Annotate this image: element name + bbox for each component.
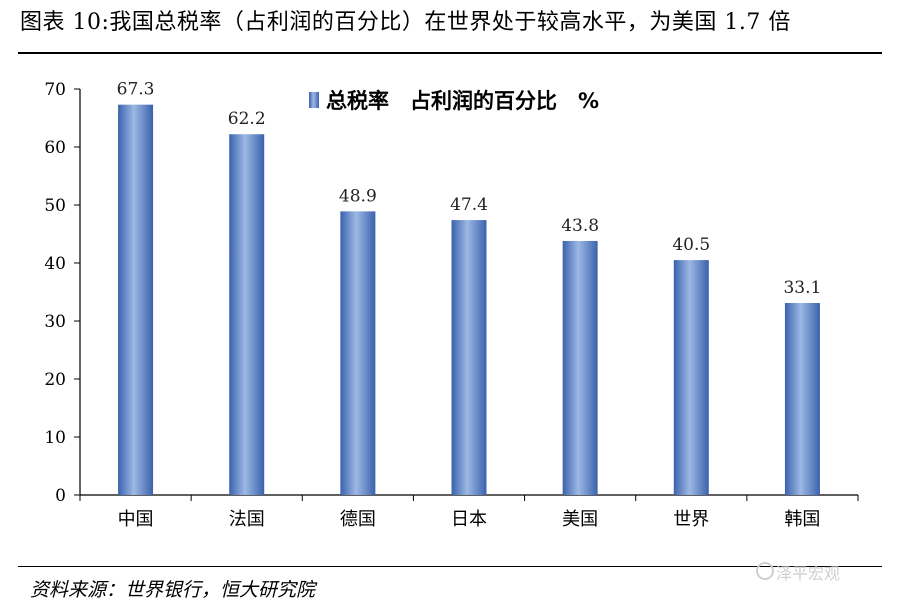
x-tick-label: 世界 [673, 509, 709, 530]
bar [340, 211, 376, 495]
source-divider [18, 566, 882, 567]
chart-bars [118, 104, 820, 496]
x-tick-label: 法国 [229, 509, 265, 530]
y-tick-label: 0 [55, 486, 66, 506]
y-tick-label: 10 [44, 428, 66, 448]
chart-legend: 总税率 占利润的百分比 % [309, 89, 599, 113]
x-tick-label: 日本 [451, 509, 487, 530]
bar [451, 220, 487, 495]
bar [784, 303, 820, 495]
source-note: 资料来源：世界银行，恒大研究院 [30, 579, 316, 601]
y-tick-label: 30 [44, 312, 66, 332]
wechat-icon [756, 562, 774, 580]
data-label: 43.8 [561, 216, 599, 236]
data-label: 67.3 [117, 80, 155, 100]
bar [118, 104, 154, 495]
x-tick-label: 韩国 [784, 509, 820, 530]
x-tick-label: 德国 [340, 509, 376, 530]
bar [673, 260, 709, 495]
y-tick-label: 70 [44, 80, 66, 100]
x-tick-label: 中国 [118, 509, 154, 530]
figure-title: 图表 10:我国总税率（占利润的百分比）在世界处于较高水平，为美国 1.7 倍 [20, 10, 791, 35]
data-label: 47.4 [450, 195, 488, 215]
chart-axes: 0 10 20 30 40 50 60 70 [44, 80, 859, 506]
watermark-text: 泽平宏观 [776, 564, 841, 583]
y-tick-label: 60 [44, 138, 66, 158]
y-tick-label: 20 [44, 370, 66, 390]
bar-chart: 0 10 20 30 40 50 60 70 67.3 中国 62.2 法国 48.9 德国 47.4 日本… [44, 80, 859, 530]
bar [562, 240, 598, 495]
data-label: 48.9 [339, 186, 377, 206]
bar [229, 134, 265, 496]
y-tick-label: 40 [44, 254, 66, 274]
x-tick-label: 美国 [562, 509, 598, 530]
title-divider [18, 52, 882, 54]
data-label: 62.2 [228, 109, 266, 129]
data-label: 33.1 [783, 278, 821, 298]
legend-swatch [309, 92, 319, 108]
watermark: 泽平宏观 [756, 560, 841, 584]
legend-label: 总税率 占利润的百分比 % [326, 89, 599, 113]
data-label: 40.5 [672, 235, 710, 255]
y-tick-label: 50 [44, 196, 66, 216]
chart-labels: 67.3 中国 62.2 法国 48.9 德国 47.4 日本 43.8 美国 40.5 世界 33.1… [117, 80, 822, 530]
